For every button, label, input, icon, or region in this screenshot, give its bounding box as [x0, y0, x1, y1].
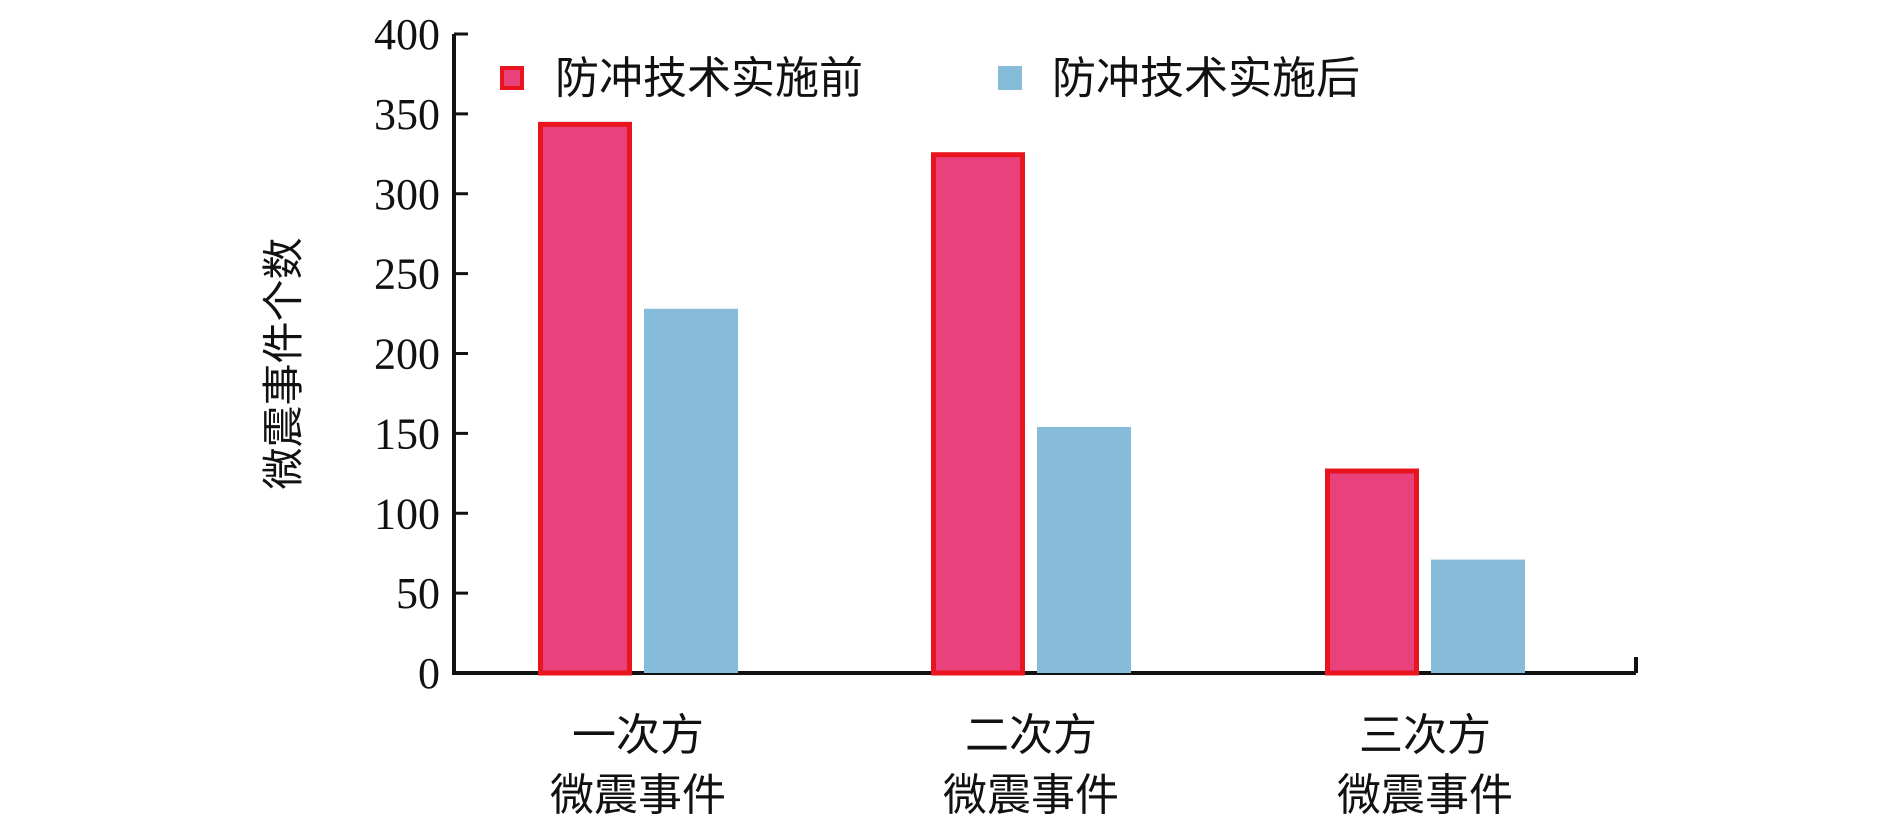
legend-label-1: 防冲技术实施后: [1052, 53, 1360, 104]
bar-2-1: [1431, 559, 1525, 673]
y-axis-title: 微震事件个数: [259, 237, 308, 489]
y-tick-label: 100: [374, 489, 440, 538]
y-tick-label: 400: [374, 10, 440, 59]
bar-0-0: [538, 121, 632, 676]
y-tick-label: 150: [374, 409, 440, 458]
legend-swatch-0: [500, 66, 524, 90]
legend: 防冲技术实施前 防冲技术实施后: [500, 53, 1360, 104]
y-tick-label: 350: [374, 90, 440, 139]
legend-label-0: 防冲技术实施前: [555, 53, 863, 104]
category-label-1-line-0: 二次方: [965, 710, 1097, 761]
y-tick-label: 300: [374, 170, 440, 219]
category-label-1-line-1: 微震事件: [943, 770, 1119, 821]
bar-2-0: [1325, 468, 1419, 676]
bar-1-1: [1037, 426, 1131, 673]
category-label-2-line-0: 三次方: [1359, 710, 1491, 761]
category-label-0-line-0: 一次方: [572, 710, 704, 761]
bar-0-1: [644, 308, 738, 673]
y-tick-label: 200: [374, 330, 440, 379]
category-label-2-line-1: 微震事件: [1337, 770, 1513, 821]
y-tick-label: 50: [396, 569, 440, 618]
category-label-0-line-1: 微震事件: [550, 770, 726, 821]
bars: [538, 121, 1525, 676]
y-tick-labels: 0 50 100 150 200 250 300 350 400: [374, 10, 440, 698]
bar-1-0: [931, 152, 1025, 676]
y-tick-label: 250: [374, 250, 440, 299]
legend-swatch-1: [998, 66, 1022, 90]
y-tick-label: 0: [418, 649, 440, 698]
